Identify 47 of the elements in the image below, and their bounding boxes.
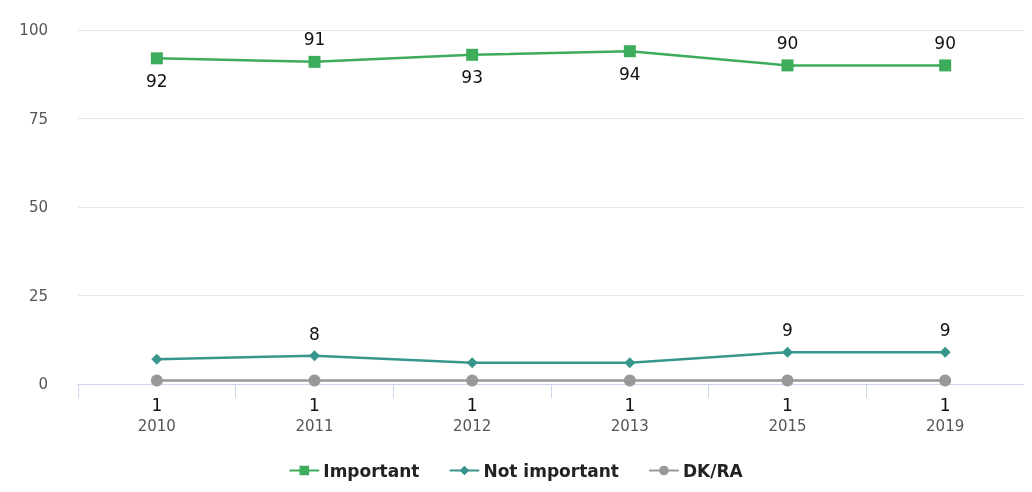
y-tick-label: 75 bbox=[28, 109, 48, 128]
point bbox=[623, 45, 636, 58]
data-label: 1 bbox=[309, 394, 320, 415]
data-label: 1 bbox=[939, 394, 951, 415]
data-label: 90 bbox=[776, 32, 799, 53]
data-label: 1 bbox=[782, 394, 793, 415]
x-tick-label: 2012 bbox=[453, 416, 492, 435]
legend-label: DK/RA bbox=[682, 460, 744, 481]
y-tick-label: 100 bbox=[19, 21, 48, 39]
point bbox=[939, 374, 952, 387]
data-label: 90 bbox=[934, 32, 956, 53]
data-label: 9 bbox=[782, 320, 793, 341]
point bbox=[939, 59, 952, 72]
data-label: 8 bbox=[309, 323, 320, 344]
data-label: 91 bbox=[303, 29, 326, 50]
data-label: 92 bbox=[146, 70, 168, 91]
point bbox=[466, 374, 479, 387]
point bbox=[308, 374, 321, 387]
point bbox=[151, 353, 163, 365]
point bbox=[150, 374, 163, 387]
point bbox=[466, 48, 479, 61]
x-tick-label: 2011 bbox=[295, 416, 334, 435]
data-label: 1 bbox=[151, 394, 163, 415]
y-tick-label: 25 bbox=[28, 286, 48, 305]
point bbox=[624, 357, 636, 369]
point bbox=[623, 374, 636, 387]
point bbox=[781, 374, 794, 387]
x-tick-label: 2015 bbox=[768, 416, 807, 435]
y-tick-label: 0 bbox=[38, 375, 48, 393]
legend-label: Important bbox=[323, 460, 420, 481]
y-tick-label: 50 bbox=[28, 198, 48, 216]
data-label: 1 bbox=[624, 394, 636, 415]
x-tick-label: 2019 bbox=[926, 416, 965, 435]
point bbox=[782, 346, 793, 358]
data-label: 9 bbox=[939, 320, 951, 341]
point bbox=[781, 59, 794, 72]
x-tick-label: 2010 bbox=[137, 416, 176, 435]
point bbox=[308, 55, 321, 68]
point bbox=[939, 346, 951, 358]
legend-label: Not important bbox=[483, 460, 619, 481]
data-label: 1 bbox=[466, 394, 478, 415]
data-label: 94 bbox=[619, 63, 641, 84]
point bbox=[309, 350, 320, 362]
point bbox=[150, 52, 163, 65]
x-tick-label: 2013 bbox=[610, 416, 649, 435]
point bbox=[466, 357, 478, 369]
data-label: 93 bbox=[461, 67, 483, 88]
